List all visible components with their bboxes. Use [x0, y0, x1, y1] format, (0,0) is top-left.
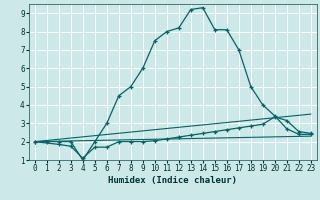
- X-axis label: Humidex (Indice chaleur): Humidex (Indice chaleur): [108, 176, 237, 185]
